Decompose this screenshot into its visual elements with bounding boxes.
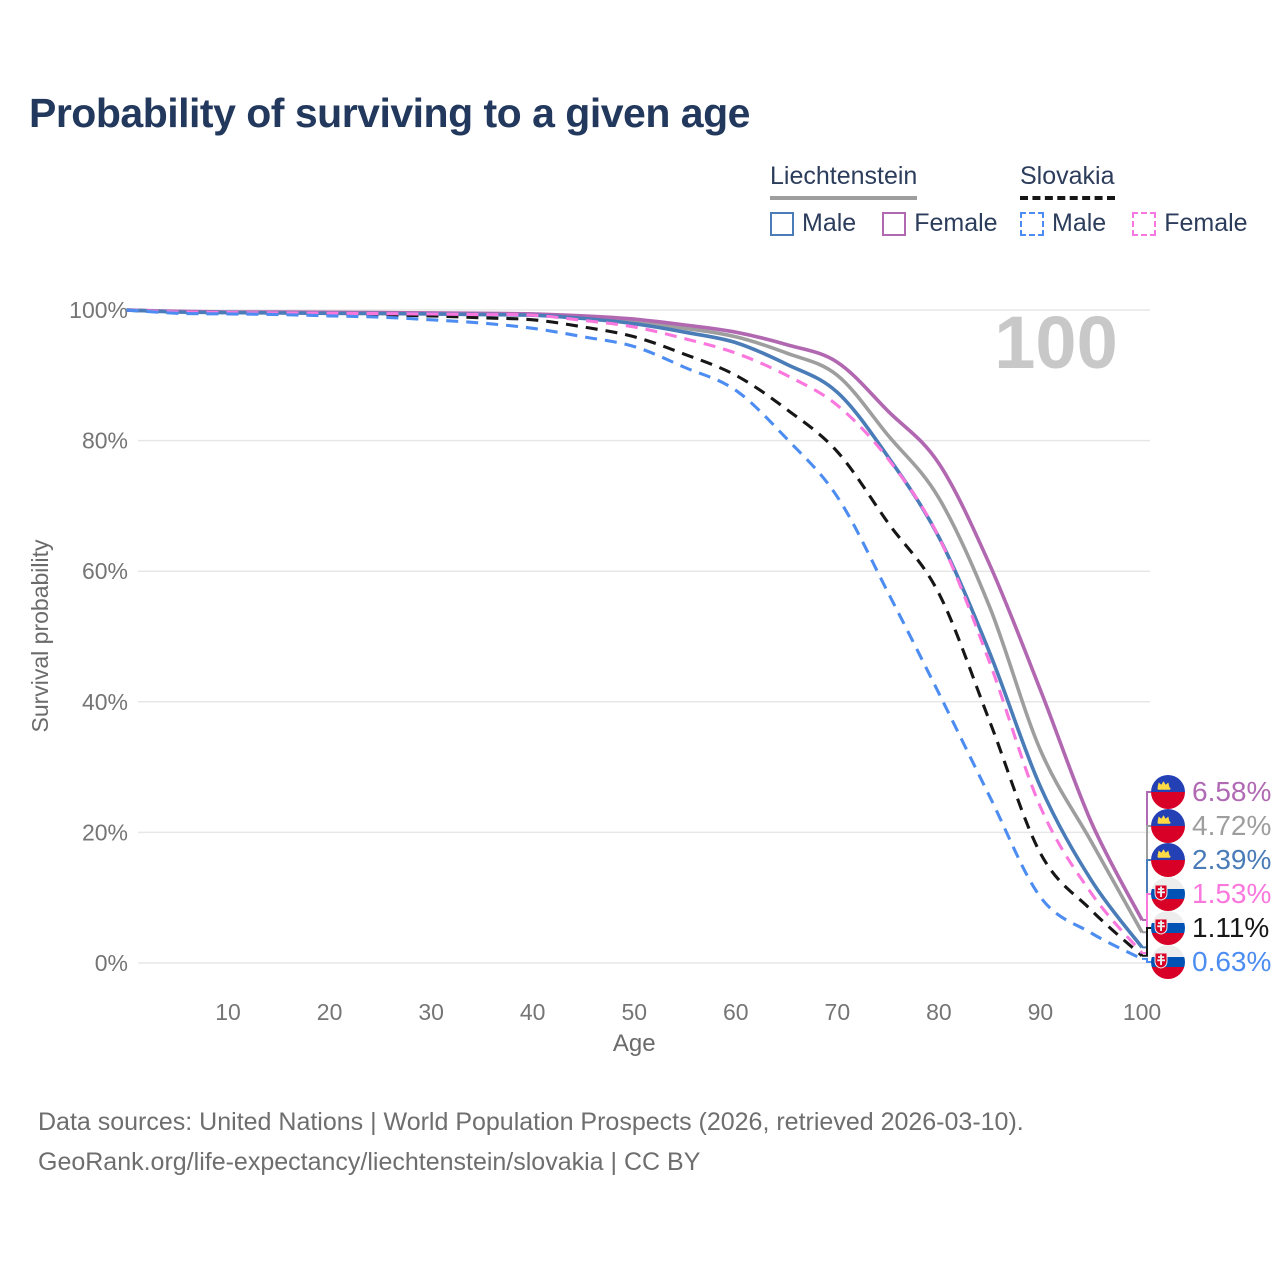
- attribution-text: GeoRank.org/life-expectancy/liechtenstei…: [38, 1148, 701, 1176]
- data-sources-text: Data sources: United Nations | World Pop…: [38, 1108, 1024, 1136]
- page-title: Probability of surviving to a given age: [29, 90, 750, 136]
- slovakia-flag-icon: [1151, 877, 1185, 911]
- x-tick-label: 60: [723, 999, 749, 1025]
- end-value-label-slovakia-female: 1.53%: [1192, 878, 1271, 909]
- end-value-label-liechtenstein-female: 6.58%: [1192, 776, 1271, 807]
- x-tick-label: 90: [1028, 999, 1054, 1025]
- curve-slovakia-male[interactable]: [126, 308, 1143, 961]
- female-dashed-swatch: [1132, 211, 1157, 236]
- y-tick-label: 80%: [82, 428, 128, 454]
- curve-slovakia-female[interactable]: [126, 308, 1144, 955]
- liechtenstein-flag-icon: [1151, 775, 1185, 809]
- x-tick-label: 80: [926, 999, 952, 1025]
- slovakia-flag-icon: [1151, 945, 1185, 979]
- x-axis-title: Age: [613, 1030, 656, 1057]
- legend-group-liechtenstein: Liechtenstein Male Female: [770, 162, 998, 238]
- end-value-label-liechtenstein-male: 2.39%: [1192, 844, 1271, 875]
- end-value-label-slovakia-male: 0.63%: [1192, 946, 1271, 977]
- leader-line-slovakia-male: [1142, 957, 1151, 963]
- legend-group-slovakia: Slovakia Male Female: [1020, 162, 1248, 238]
- legend-items: Male Female: [1020, 209, 1248, 238]
- x-tick-label: 50: [621, 999, 647, 1025]
- curve-liechtenstein-male[interactable]: [126, 308, 1144, 949]
- x-tick-label: 70: [825, 999, 851, 1025]
- survival-curves: [126, 308, 1144, 961]
- male-dashed-swatch: [1020, 211, 1044, 236]
- curve-liechtenstein-both-sexes[interactable]: [126, 308, 1144, 934]
- y-tick-label: 40%: [82, 689, 128, 715]
- end-value-label-slovakia-both-sexes: 1.11%: [1192, 912, 1269, 943]
- curve-liechtenstein-female[interactable]: [126, 308, 1144, 921]
- liechtenstein-flag-icon: [1151, 809, 1185, 843]
- y-axis-ticks: 100% 80% 60% 40% 20% 0%: [69, 297, 128, 976]
- x-tick-label: 10: [215, 999, 241, 1025]
- male-solid-swatch: [770, 211, 794, 236]
- legend-item-liechtenstein-male[interactable]: Male: [770, 209, 856, 238]
- age-counter-watermark: 100: [994, 301, 1117, 384]
- legend-country-label: Slovakia: [1020, 162, 1115, 200]
- x-tick-label: 20: [317, 999, 343, 1025]
- legend-item-label: Male: [802, 209, 857, 237]
- x-tick-label: 30: [418, 999, 444, 1025]
- liechtenstein-flag-icon: [1151, 843, 1185, 877]
- curve-slovakia-both-sexes[interactable]: [126, 308, 1144, 957]
- end-value-label-liechtenstein-both-sexes: 4.72%: [1192, 810, 1271, 841]
- y-tick-label: 20%: [82, 819, 128, 845]
- legend-items: Male Female: [770, 209, 998, 238]
- end-labels: 6.58%4.72%2.39%1.53%1.11%0.63%: [1142, 775, 1271, 979]
- legend-item-slovakia-female[interactable]: Female: [1132, 209, 1248, 238]
- y-tick-label: 100%: [69, 297, 128, 323]
- leader-line-slovakia-female: [1142, 893, 1151, 954]
- female-solid-swatch: [882, 211, 907, 236]
- legend-item-slovakia-male[interactable]: Male: [1020, 209, 1106, 238]
- legend-item-label: Female: [914, 209, 998, 237]
- slovakia-flag-icon: [1151, 911, 1185, 945]
- legend-item-liechtenstein-female[interactable]: Female: [882, 209, 998, 238]
- leader-line-slovakia-both-sexes: [1142, 927, 1151, 957]
- x-tick-label: 100: [1123, 999, 1161, 1025]
- legend-country-label: Liechtenstein: [770, 162, 918, 200]
- x-axis-ticks: 10 20 30 40 50 60 70 80 90 100: [215, 999, 1161, 1025]
- y-axis-title: Survival probability: [27, 539, 53, 733]
- legend-item-label: Female: [1164, 209, 1248, 237]
- y-tick-label: 0%: [95, 950, 128, 976]
- legend-item-label: Male: [1052, 209, 1107, 237]
- x-tick-label: 40: [520, 999, 546, 1025]
- gridlines: [138, 309, 1150, 964]
- y-tick-label: 60%: [82, 558, 128, 584]
